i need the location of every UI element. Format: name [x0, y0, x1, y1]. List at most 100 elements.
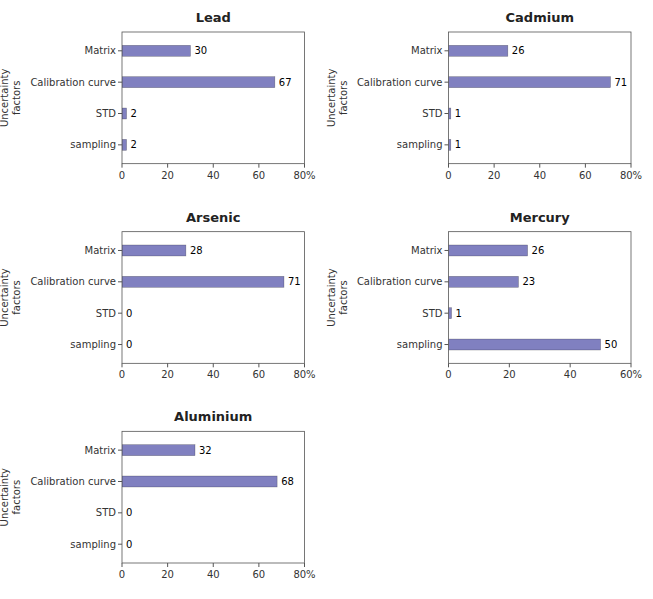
bars: [449, 245, 601, 350]
y-axis-label: Uncertaintyfactors: [326, 268, 349, 327]
plot-frame: [449, 232, 632, 364]
y-tick-label: STD: [96, 308, 116, 319]
x-tick-label: 60%: [620, 369, 642, 380]
data-label: 67: [279, 77, 292, 88]
figure: Lead306722020406080%MatrixCalibration cu…: [0, 0, 653, 599]
y-tick: [445, 113, 449, 114]
x-tick: [304, 563, 305, 567]
bar: [122, 245, 186, 256]
y-axis-label: Uncertaintyfactors: [0, 468, 22, 527]
y-tick-label: STD: [96, 108, 116, 119]
x-tick-label: 20: [488, 170, 501, 181]
bar: [449, 245, 528, 256]
x-tick-label: 60: [253, 170, 266, 181]
data-label: 71: [288, 276, 301, 287]
data-label: 28: [190, 245, 203, 256]
title: Lead: [196, 10, 231, 25]
bar: [449, 308, 452, 319]
x-tick: [585, 164, 586, 168]
bar: [122, 77, 275, 88]
bar: [122, 445, 195, 456]
title: Cadmium: [506, 10, 574, 25]
data-label: 0: [126, 308, 132, 319]
data-label: 71: [614, 77, 627, 88]
bars: [122, 445, 277, 487]
data-label: 2: [131, 139, 137, 150]
bar: [449, 77, 611, 88]
y-axis-label: Uncertaintyfactors: [0, 69, 22, 128]
x-tick-label: 80%: [620, 170, 642, 181]
x-tick-label: 20: [161, 569, 174, 580]
bar: [122, 276, 284, 287]
data-label: 26: [512, 45, 525, 56]
y-tick: [445, 344, 449, 345]
y-tick-label: Matrix: [85, 245, 117, 256]
x-tick: [167, 363, 168, 367]
x-tick-label: 20: [503, 369, 516, 380]
x-tick-label: 0: [119, 170, 125, 181]
x-tick: [494, 164, 495, 168]
x-tick: [448, 164, 449, 168]
y-tick: [118, 281, 122, 282]
title: Arsenic: [186, 210, 240, 225]
panel: Cadmium267111020406080%MatrixCalibration…: [326, 10, 643, 181]
plot-frame: [122, 431, 305, 563]
y-tick: [118, 313, 122, 314]
x-tick: [213, 363, 214, 367]
bars: [122, 45, 275, 150]
x-tick: [631, 164, 632, 168]
x-tick-label: 0: [119, 569, 125, 580]
bars: [122, 245, 284, 287]
data-label: 0: [126, 539, 132, 550]
bar: [449, 276, 519, 287]
data-label: 2: [131, 108, 137, 119]
y-tick-label: sampling: [70, 139, 116, 150]
data-label: 1: [455, 139, 461, 150]
y-tick-label: STD: [422, 308, 442, 319]
x-tick-label: 0: [445, 369, 451, 380]
x-tick-label: 0: [119, 369, 125, 380]
x-tick: [122, 563, 123, 567]
bar: [122, 476, 277, 487]
y-tick: [118, 344, 122, 345]
x-tick-label: 20: [161, 170, 174, 181]
y-tick: [445, 144, 449, 145]
x-tick: [304, 363, 305, 367]
x-tick: [631, 363, 632, 367]
y-tick: [445, 281, 449, 282]
y-tick-label: STD: [422, 108, 442, 119]
y-tick-label: sampling: [70, 539, 116, 550]
x-tick: [122, 363, 123, 367]
y-tick: [445, 82, 449, 83]
data-label: 50: [605, 339, 618, 350]
y-tick-label: sampling: [397, 139, 443, 150]
data-label: 1: [455, 108, 461, 119]
y-tick: [118, 144, 122, 145]
x-tick: [448, 363, 449, 367]
y-tick: [118, 113, 122, 114]
x-tick: [213, 164, 214, 168]
y-tick: [445, 313, 449, 314]
plot-frame: [449, 32, 632, 164]
bar: [122, 108, 127, 119]
y-tick: [118, 450, 122, 451]
x-tick-label: 20: [161, 369, 174, 380]
x-tick-label: 40: [207, 170, 220, 181]
x-tick-label: 0: [445, 170, 451, 181]
data-label: 1: [456, 308, 462, 319]
y-tick: [445, 50, 449, 51]
x-tick-label: 80%: [293, 569, 315, 580]
y-tick-label: Matrix: [411, 45, 443, 56]
x-tick: [213, 563, 214, 567]
x-tick-label: 80%: [293, 170, 315, 181]
data-label: 23: [522, 276, 535, 287]
y-tick-label: Calibration curve: [30, 476, 116, 487]
y-tick: [118, 50, 122, 51]
data-label: 30: [194, 45, 207, 56]
y-tick: [118, 82, 122, 83]
y-tick-label: sampling: [397, 339, 443, 350]
panel: Lead306722020406080%MatrixCalibration cu…: [0, 10, 316, 181]
bar: [449, 45, 508, 56]
x-tick: [539, 164, 540, 168]
panel: Aluminium326800020406080%MatrixCalibrati…: [0, 409, 316, 580]
